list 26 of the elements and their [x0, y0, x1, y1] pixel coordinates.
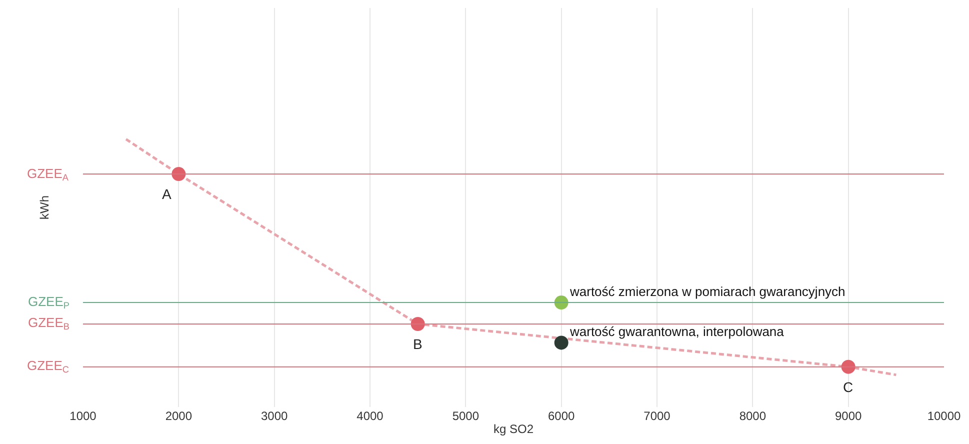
point [554, 336, 568, 350]
x-tick-label: 2000 [165, 409, 192, 423]
x-tick-label: 5000 [452, 409, 480, 423]
point [172, 167, 186, 182]
x-axis-title: kg SO2 [493, 422, 534, 436]
x-tick-label: 6000 [548, 409, 575, 423]
point [841, 360, 856, 374]
ref-line-label: GZEE$_{A}$ [27, 166, 70, 183]
x-tick-label: 1000 [70, 409, 97, 423]
x-tick-label: 4000 [356, 409, 384, 423]
ref-line-label: GZEE$_{P}$ [28, 294, 70, 311]
annotation: B [413, 336, 422, 352]
point [410, 316, 425, 331]
point [554, 296, 568, 310]
x-tick-label: 9000 [834, 409, 862, 423]
x-tick-label: 7000 [644, 409, 671, 423]
y-axis-title: kWh [37, 196, 52, 220]
x-tick-label: 10000 [927, 409, 962, 423]
annotation: A [162, 186, 172, 202]
annotation: wartość zmierzona w pomiarach gwarancyjnych [569, 284, 846, 299]
x-tick-label: 8000 [739, 409, 766, 423]
ref-line-label: GZEE$_{C}$ [27, 358, 70, 375]
ref-line-label: GZEE$_{B}$ [28, 315, 70, 332]
annotation: wartość gwarantowna, interpolowana [569, 324, 785, 339]
annotation: C [843, 379, 854, 395]
x-tick-label: 3000 [260, 409, 288, 423]
